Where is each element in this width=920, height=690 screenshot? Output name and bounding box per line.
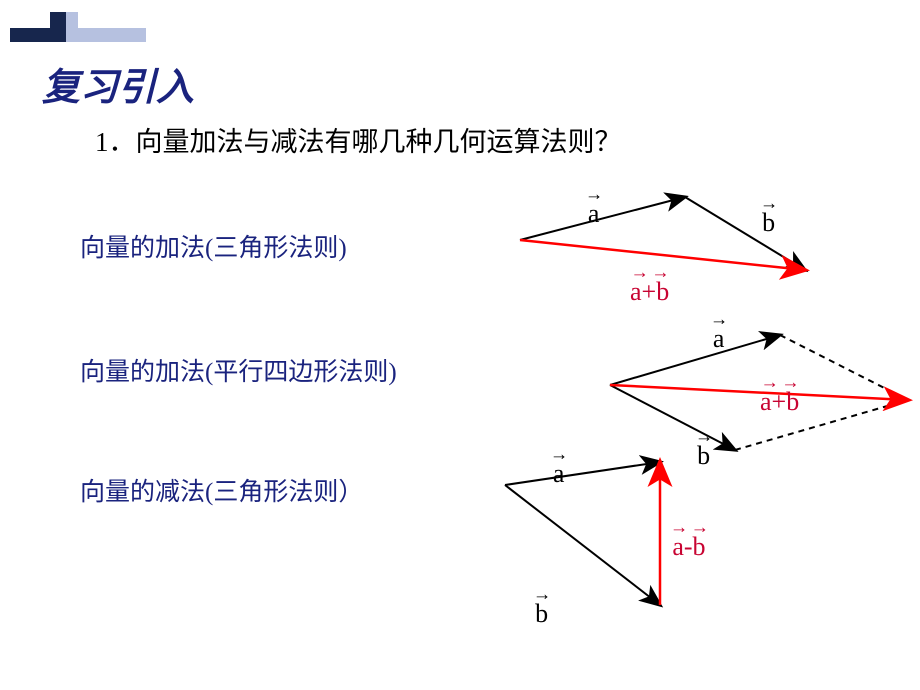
vector-b [610, 385, 735, 450]
label-sum-text: a+b [760, 389, 799, 415]
vector-a [520, 197, 685, 240]
label-b: → b [533, 585, 550, 627]
rule-triangle-add: 向量的加法(三角形法则) [80, 228, 347, 264]
label-b: → b [760, 194, 777, 236]
label-a-text: a [588, 201, 600, 227]
vector-a [505, 462, 660, 485]
label-sum: → → a+b [630, 263, 669, 305]
corner-decoration [10, 12, 160, 46]
diagram-triangle-add: → a → b → → a+b [500, 185, 840, 315]
label-b-text: b [762, 210, 775, 236]
diagram-triangle-sub: → a → b → → a-b [485, 450, 735, 635]
vector-a [610, 335, 780, 385]
page-title: 复习引入 [42, 56, 194, 111]
label-a: → a [710, 310, 727, 352]
vector-b [505, 485, 660, 605]
rule-triangle-sub: 向量的减法(三角形法则） [80, 472, 363, 508]
diagram-parallelogram: → a → b → → a+b [590, 310, 920, 460]
deco-light [66, 12, 146, 42]
label-a-text: a [553, 461, 565, 487]
vector-sum [610, 385, 908, 400]
label-sum: → → a+b [760, 373, 799, 415]
label-diff: → → a-b [670, 518, 708, 560]
label-b-text: b [535, 601, 548, 627]
label-diff-text: a-b [672, 534, 705, 560]
label-a: → a [585, 185, 602, 227]
deco-dark [10, 12, 66, 42]
label-sum-text: a+b [630, 279, 669, 305]
question-text: 1．向量加法与减法有哪几种几何运算法则？ [95, 120, 622, 159]
label-a: → a [550, 445, 567, 487]
label-a-text: a [713, 326, 725, 352]
rule-parallelogram: 向量的加法(平行四边形法则) [80, 352, 397, 388]
